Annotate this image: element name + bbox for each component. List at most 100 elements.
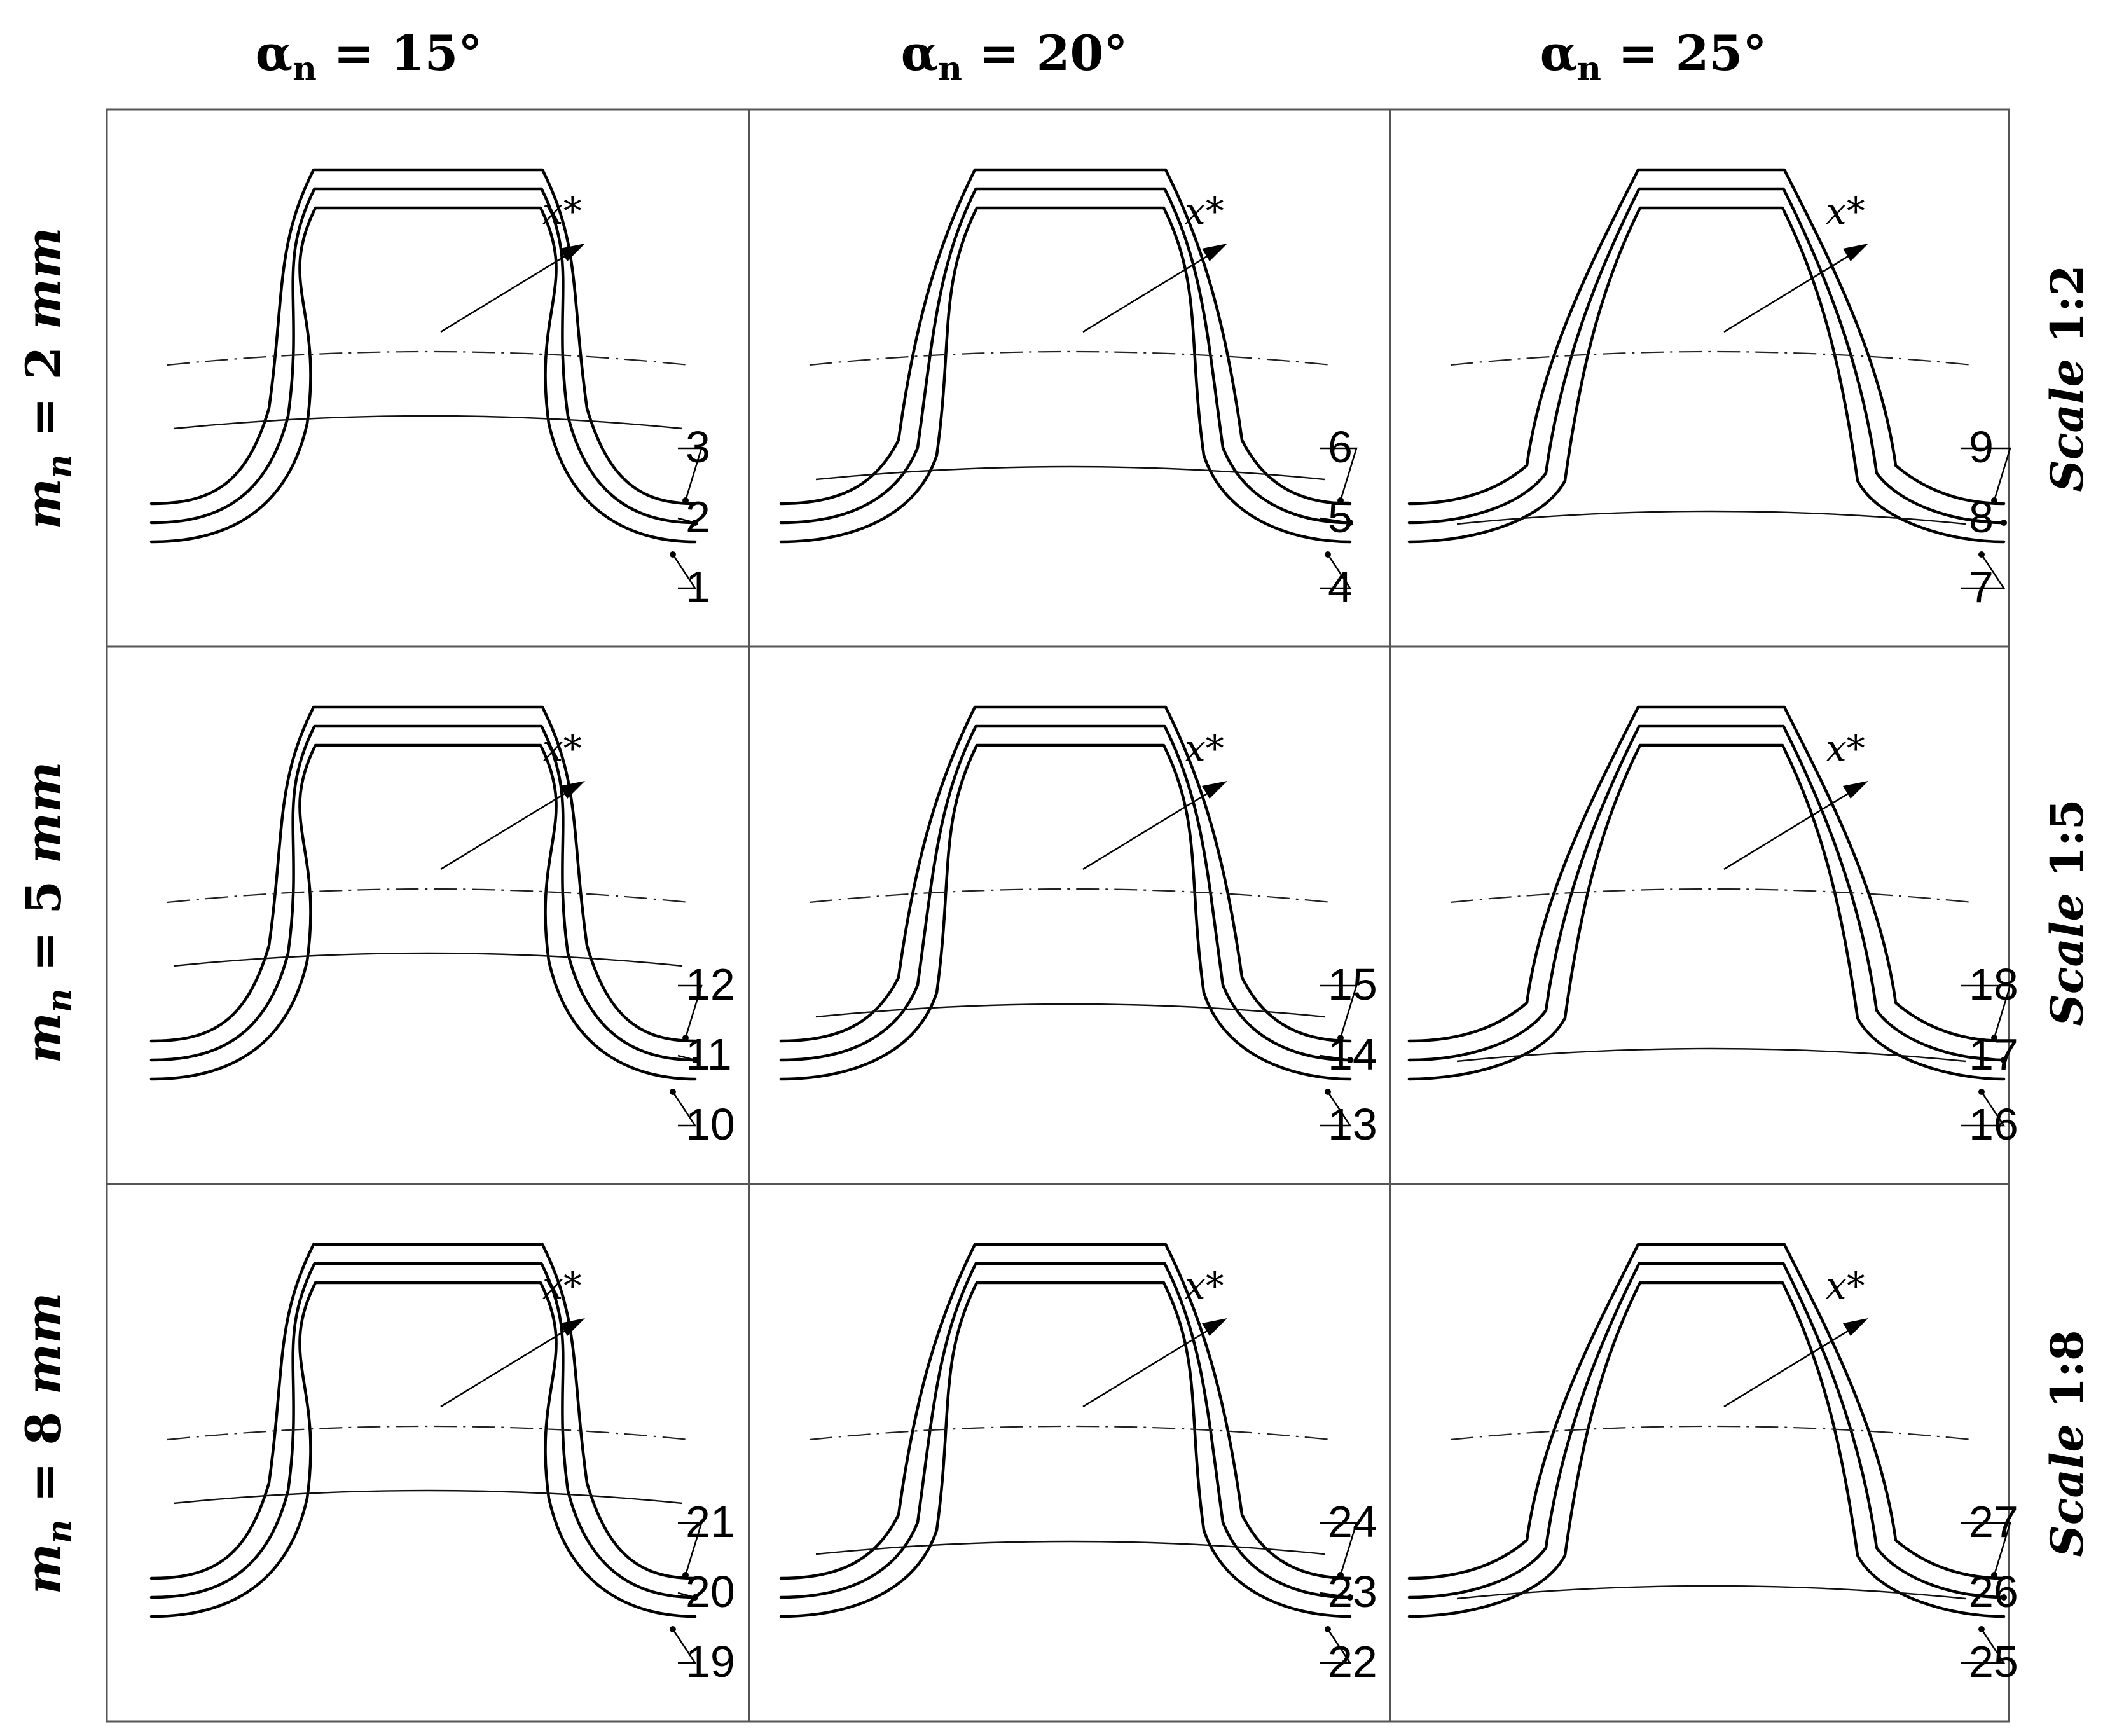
leader-line-26 bbox=[1961, 1592, 2004, 1599]
profile-number-1: 1 bbox=[686, 562, 710, 612]
pitch-circle-arc bbox=[167, 1425, 689, 1441]
scale-labels: Scale 1:2 Scale 1:5 Scale 1:8 bbox=[2041, 265, 2093, 1557]
scale-label-1-8: Scale 1:8 bbox=[2041, 1330, 2093, 1557]
leader-dot-21 bbox=[682, 1572, 689, 1578]
profile-shift-arrow-line bbox=[440, 251, 572, 333]
profile-shift-arrow-line bbox=[440, 789, 572, 871]
profile-number-23: 23 bbox=[1328, 1567, 1377, 1616]
tooth-cell-7: x* 21 20 19 bbox=[149, 1243, 735, 1686]
profile-number-26: 26 bbox=[1969, 1567, 2018, 1616]
leader-line-14 bbox=[1320, 1054, 1351, 1061]
profile-shift-arrow-line bbox=[1723, 251, 1855, 333]
tooth-cell-6: x* 18 17 16 bbox=[1407, 705, 2018, 1149]
leader-dot-6 bbox=[1337, 497, 1344, 504]
root-circle-arc bbox=[173, 952, 683, 967]
tooth-profile-1 bbox=[1407, 168, 2006, 506]
scale-label-1-2: Scale 1:2 bbox=[2041, 265, 2093, 492]
leader-dot-25 bbox=[1978, 1626, 1985, 1632]
profile-number-25: 25 bbox=[1969, 1637, 2018, 1686]
profile-shift-arrow-line bbox=[1082, 1326, 1214, 1408]
profile-shift-label: x* bbox=[1826, 189, 1865, 233]
leader-dot-22 bbox=[1325, 1626, 1331, 1632]
tooth-profile-2 bbox=[149, 1262, 697, 1599]
tooth-profile-3 bbox=[779, 1281, 1352, 1618]
leader-line-27 bbox=[1961, 1522, 2011, 1576]
profile-number-18: 18 bbox=[1969, 960, 2018, 1009]
leader-line-23 bbox=[1320, 1592, 1351, 1599]
root-circle-arc bbox=[815, 1003, 1325, 1018]
profile-shift-arrow-head bbox=[1843, 1318, 1868, 1336]
profile-shift-arrow-line bbox=[1082, 251, 1214, 333]
leader-line-12 bbox=[678, 984, 703, 1038]
root-circle-arc bbox=[1456, 1047, 1966, 1063]
profile-number-8: 8 bbox=[1969, 492, 1994, 542]
root-circle-arc bbox=[173, 415, 683, 430]
profile-shift-label: x* bbox=[542, 727, 582, 770]
tooth-profile-2 bbox=[149, 187, 697, 525]
profile-number-10: 10 bbox=[686, 1099, 735, 1149]
tooth-profile-1 bbox=[779, 705, 1352, 1043]
profile-number-5: 5 bbox=[1328, 492, 1353, 542]
leader-line-9 bbox=[1961, 447, 2011, 501]
tooth-profile-3 bbox=[1407, 743, 2006, 1081]
leader-dot-10 bbox=[670, 1089, 676, 1095]
leader-dot-23 bbox=[1347, 1594, 1353, 1601]
leader-line-7 bbox=[1961, 554, 2006, 589]
profile-number-2: 2 bbox=[686, 492, 710, 542]
leader-dot-8 bbox=[2001, 520, 2007, 526]
profile-shift-arrow-line bbox=[1723, 789, 1855, 871]
leader-line-15 bbox=[1320, 984, 1358, 1038]
tooth-cell-2: x* 6 5 4 bbox=[779, 168, 1358, 612]
tooth-profile-3 bbox=[149, 743, 697, 1081]
profile-number-14: 14 bbox=[1328, 1030, 1377, 1079]
tooth-profile-2 bbox=[779, 187, 1352, 525]
leader-dot-4 bbox=[1325, 551, 1331, 558]
leader-dot-20 bbox=[692, 1594, 698, 1601]
leader-dot-26 bbox=[2001, 1594, 2007, 1601]
profile-shift-arrow-head bbox=[1202, 244, 1227, 261]
column-header-25deg: αn = 25° bbox=[1540, 25, 1767, 88]
leader-dot-18 bbox=[1991, 1035, 1997, 1041]
tooth-profile-1 bbox=[1407, 1243, 2006, 1580]
profile-shift-arrow-head bbox=[560, 244, 585, 261]
profile-number-3: 3 bbox=[686, 422, 710, 472]
tooth-profile-2 bbox=[1407, 724, 2006, 1062]
profile-number-16: 16 bbox=[1969, 1099, 2018, 1149]
tooth-profile-1 bbox=[779, 168, 1352, 506]
profile-number-7: 7 bbox=[1969, 562, 1994, 612]
leader-line-24 bbox=[1320, 1522, 1358, 1576]
leader-dot-27 bbox=[1991, 1572, 1997, 1578]
leader-dot-5 bbox=[1347, 520, 1353, 526]
tooth-profile-3 bbox=[149, 1281, 697, 1618]
profile-shift-arrow-line bbox=[440, 1326, 572, 1408]
profile-shift-arrow-head bbox=[1843, 781, 1868, 799]
tooth-profile-3 bbox=[1407, 1281, 2006, 1618]
profile-number-4: 4 bbox=[1328, 562, 1353, 612]
leader-line-18 bbox=[1961, 984, 2011, 1038]
column-headers: αn = 15° αn = 20° αn = 25° bbox=[256, 25, 1767, 88]
tooth-profile-1 bbox=[149, 168, 697, 506]
tooth-profile-1 bbox=[1407, 705, 2006, 1043]
leader-line-3 bbox=[678, 447, 703, 501]
leader-line-1 bbox=[672, 554, 697, 589]
root-circle-arc bbox=[815, 1540, 1325, 1555]
leader-dot-7 bbox=[1978, 551, 1985, 558]
tooth-cell-1: x* 3 2 1 bbox=[149, 168, 710, 612]
pitch-circle-arc bbox=[167, 888, 689, 904]
leader-dot-11 bbox=[692, 1057, 698, 1063]
row-header-5mm: mn = 5 mm bbox=[15, 761, 79, 1063]
tooth-cell-4: x* 12 11 10 bbox=[149, 705, 735, 1149]
profile-number-15: 15 bbox=[1328, 960, 1377, 1009]
profile-shift-label: x* bbox=[1826, 727, 1865, 770]
column-header-20deg: αn = 20° bbox=[901, 25, 1128, 88]
leader-dot-24 bbox=[1337, 1572, 1344, 1578]
tooth-profile-2 bbox=[1407, 1262, 2006, 1599]
profile-shift-arrow-head bbox=[1202, 781, 1227, 799]
profile-number-11: 11 bbox=[686, 1030, 732, 1079]
row-header-2mm: mn = 2 mm bbox=[15, 227, 79, 529]
pitch-circle-arc bbox=[809, 350, 1332, 366]
leader-dot-16 bbox=[1978, 1089, 1985, 1095]
leader-dot-1 bbox=[670, 551, 676, 558]
tooth-profile-2 bbox=[149, 724, 697, 1062]
profile-shift-label: x* bbox=[1185, 727, 1224, 770]
